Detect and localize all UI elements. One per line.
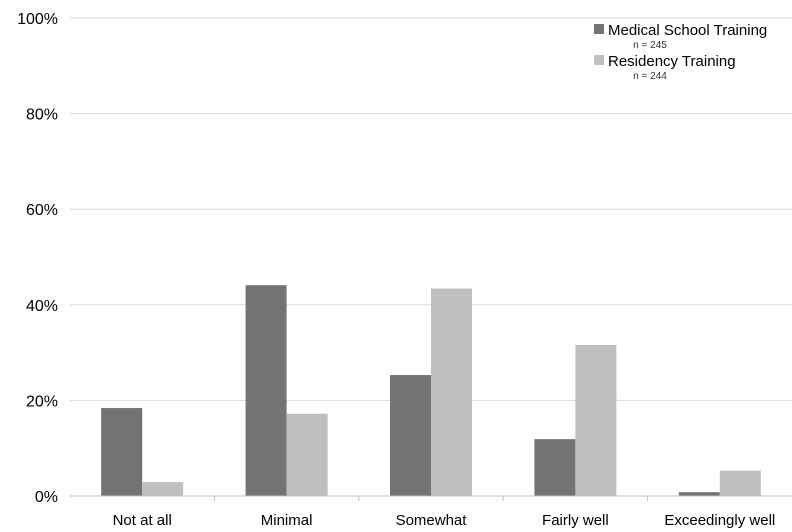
legend-label: Residency Training xyxy=(608,53,736,70)
bars xyxy=(101,285,761,496)
bar-residency xyxy=(431,289,472,496)
bar-residency xyxy=(287,414,328,496)
y-tick-label: 100% xyxy=(17,11,58,28)
y-tick-label: 60% xyxy=(26,202,58,219)
x-tick-label: Not at all xyxy=(113,512,172,529)
y-tick-label: 0% xyxy=(35,489,58,506)
bar-medical-school xyxy=(679,492,720,496)
x-tick-label: Fairly well xyxy=(542,512,609,529)
x-tick-label: Somewhat xyxy=(396,512,468,529)
legend-sample-size: n = 245 xyxy=(633,40,667,51)
legend-label: Medical School Training xyxy=(608,22,767,39)
y-tick-label: 20% xyxy=(26,393,58,410)
legend-sample-size: n = 244 xyxy=(633,71,667,82)
bar-medical-school xyxy=(246,285,287,496)
y-axis-ticks: 0% 20% 40% 60% 80% 100% xyxy=(17,11,58,506)
y-tick-label: 80% xyxy=(26,107,58,124)
legend-swatch xyxy=(594,24,604,34)
legend-swatch xyxy=(594,55,604,65)
bar-residency xyxy=(720,471,761,496)
x-tick-label: Minimal xyxy=(261,512,313,529)
bar-medical-school xyxy=(534,439,575,496)
bar-medical-school xyxy=(390,375,431,496)
bar-medical-school xyxy=(101,408,142,496)
x-axis: Not at all Minimal Somewhat Fairly well Exce… xyxy=(70,496,792,529)
y-tick-label: 40% xyxy=(26,298,58,315)
bar-residency xyxy=(575,345,616,496)
x-tick-label: Exceedingly well xyxy=(664,512,775,529)
bar-residency xyxy=(142,482,183,496)
